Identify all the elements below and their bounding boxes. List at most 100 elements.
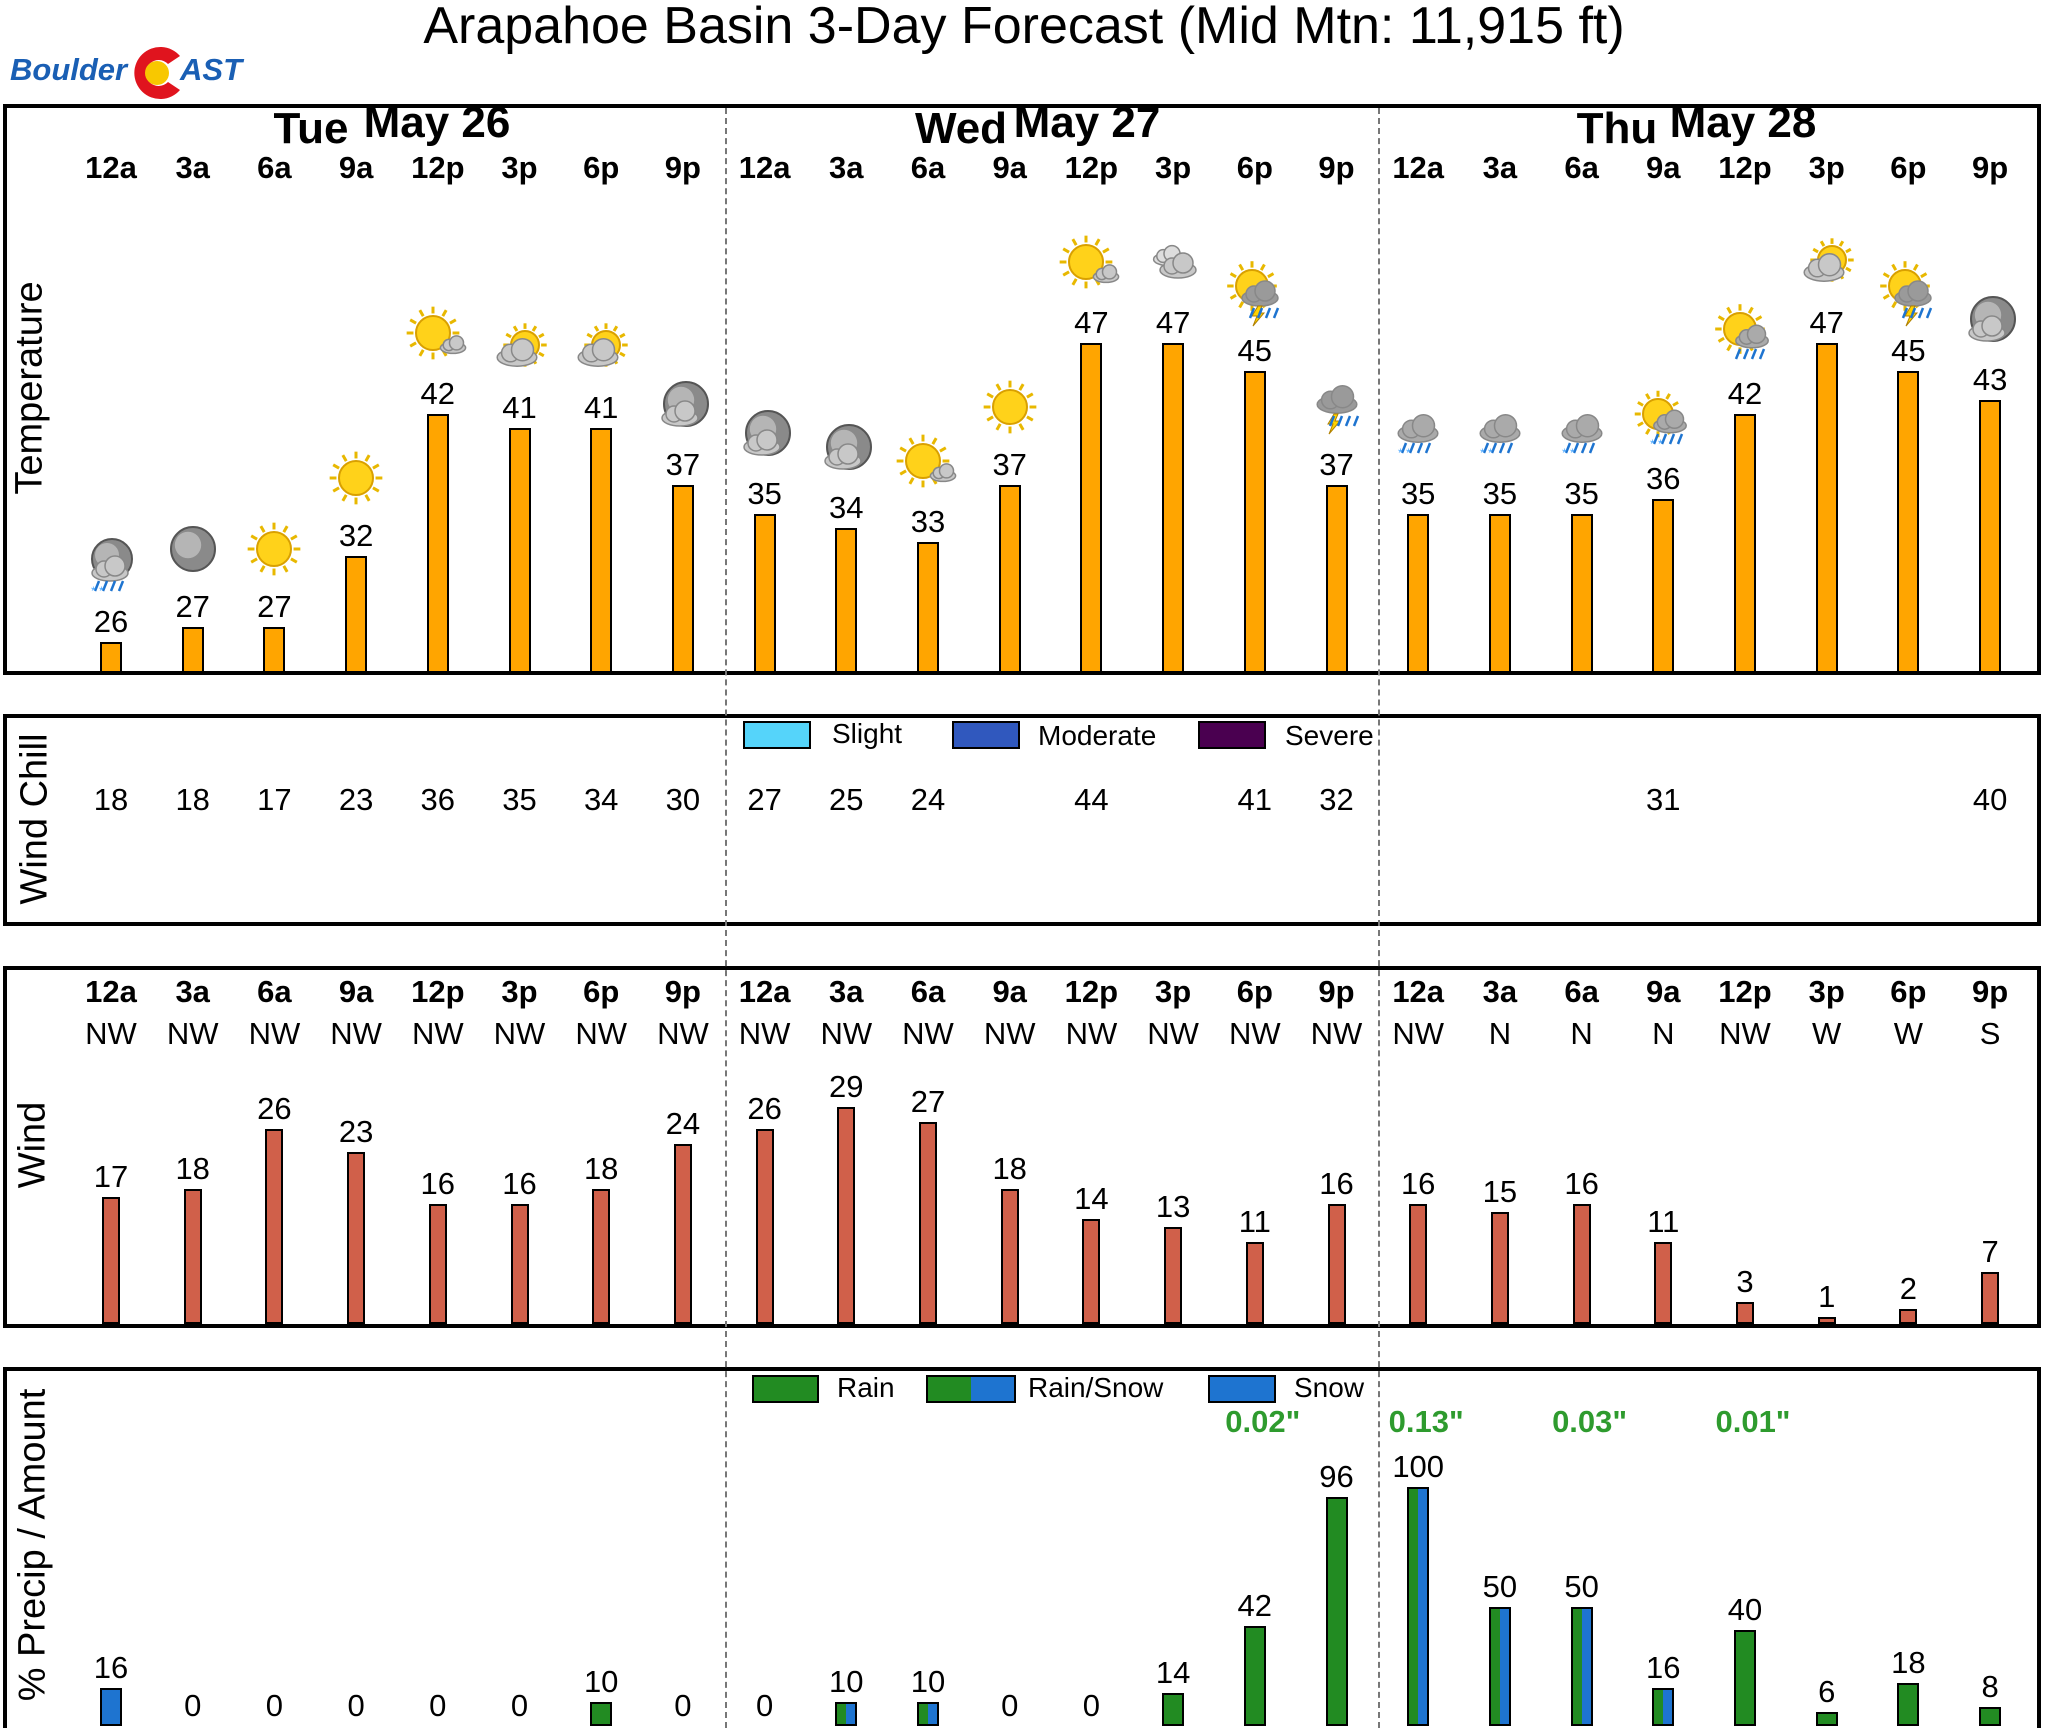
temperature-value-label: 42	[1727, 376, 1763, 411]
precip-percent-label: 14	[1155, 1654, 1191, 1690]
wind-speed-label: 14	[1074, 1181, 1109, 1216]
wind-hour-label: 12a	[85, 974, 137, 1009]
wind-hour-label: 3a	[1482, 974, 1518, 1009]
wind-speed-bar	[1736, 1301, 1754, 1324]
precip-axis-label: % Precip / Amount	[11, 1388, 54, 1702]
colorado-c-icon	[134, 47, 180, 99]
wind-hour-label: 6p	[1236, 974, 1273, 1009]
wind-hour-label: 3p	[1808, 974, 1845, 1009]
wind-speed-label: 23	[338, 1113, 374, 1149]
wind-hour-label: 3p	[501, 974, 538, 1009]
day-date: May 28	[1669, 98, 1817, 147]
temperature-bar	[1815, 342, 1838, 673]
night-cloudy-icon	[811, 415, 881, 485]
temperature-value-label: 47	[1809, 304, 1844, 340]
precip-panel	[3, 1367, 2041, 1728]
precip-bar	[1325, 1496, 1348, 1726]
precip-bar	[1407, 1487, 1430, 1726]
temperature-bar	[998, 485, 1021, 673]
precip-percent-label: 0	[510, 1688, 529, 1723]
wind-speed-bar	[1000, 1189, 1019, 1324]
night-clear-icon	[158, 514, 228, 584]
day-divider	[1378, 108, 1380, 1728]
wind-hour-label: 9p	[1318, 974, 1355, 1009]
wind-speed-bar	[1164, 1226, 1183, 1324]
wind-speed-label: 18	[992, 1151, 1027, 1186]
wind-direction-label: NW	[330, 1016, 382, 1051]
svg-text:* *: * *	[1398, 446, 1411, 460]
night-cloudy-icon	[730, 401, 800, 471]
wind-direction-label: W	[1893, 1016, 1924, 1051]
sun-rain-snow-icon: * *	[1628, 386, 1698, 456]
wind-speed-bar	[183, 1189, 202, 1324]
temperature-value-label: 33	[910, 504, 946, 540]
partly-cloudy-icon	[566, 315, 636, 385]
wind-direction-label: NW	[1065, 1016, 1118, 1051]
wind-hour-label: 3a	[829, 974, 864, 1009]
wind-chill-value: 32	[1319, 782, 1354, 817]
wind-hour-label: 9a	[338, 974, 374, 1009]
temperature-bar	[1897, 371, 1920, 673]
precip-amount-label: 0.03"	[1552, 1404, 1628, 1439]
wind-direction-label: NW	[1719, 1016, 1771, 1051]
wind-speed-bar	[1654, 1241, 1673, 1324]
wind-direction-label: N	[1652, 1016, 1675, 1051]
precip-bar	[1979, 1706, 2002, 1726]
wind-chill-value: 17	[257, 782, 292, 817]
precip-percent-label: 16	[93, 1649, 129, 1685]
wind-speed-label: 7	[1981, 1233, 1999, 1269]
wind-speed-bar	[1082, 1219, 1101, 1324]
temperature-bar	[345, 556, 368, 673]
temp-hour-label: 6a	[257, 150, 292, 185]
precip-bar	[1243, 1625, 1266, 1726]
legend-moderate-swatch	[952, 721, 1020, 749]
sunny-partly-cloudy-icon	[403, 301, 473, 371]
wind-direction-label: NW	[983, 1016, 1036, 1051]
day-name: Wed	[914, 104, 1008, 153]
precip-percent-label: 40	[1727, 1592, 1763, 1628]
precip-percent-label: 8	[1981, 1668, 1999, 1704]
precip-percent-label: 16	[1646, 1649, 1681, 1685]
temperature-value-label: 45	[1891, 333, 1926, 369]
temp-hour-label: 12p	[411, 150, 465, 185]
wind-speed-label: 1	[1818, 1278, 1836, 1314]
rain-snow-icon: * *	[1383, 401, 1453, 471]
sun-rain-icon	[1710, 301, 1780, 371]
wind-speed-label: 2	[1899, 1271, 1918, 1306]
temperature-value-label: 35	[747, 475, 782, 511]
precip-bar	[1734, 1630, 1756, 1726]
wind-chill-value: 36	[420, 782, 456, 817]
wind-hour-label: 6a	[910, 974, 946, 1009]
wind-speed-bar	[1245, 1241, 1264, 1324]
precip-percent-label: 0	[347, 1688, 365, 1723]
wind-speed-label: 17	[93, 1158, 129, 1194]
temperature-bar	[1652, 499, 1675, 673]
temperature-bar	[1734, 414, 1756, 673]
wind-speed-bar	[102, 1196, 120, 1324]
wind-speed-bar	[1327, 1204, 1346, 1324]
wind-direction-label: NW	[1392, 1016, 1445, 1051]
precip-percent-label: 0	[755, 1688, 774, 1723]
wind-speed-bar	[510, 1204, 529, 1324]
temperature-bar	[917, 542, 939, 673]
precip-bar	[1815, 1711, 1838, 1726]
precip-percent-label: 0	[184, 1688, 202, 1723]
wind-chill-value: 41	[1237, 782, 1273, 817]
temp-hour-label: 6p	[1236, 150, 1273, 185]
legend-slight-swatch	[743, 721, 811, 749]
day-divider	[725, 108, 727, 1728]
temperature-bar	[1979, 399, 2002, 673]
wind-speed-label: 16	[420, 1166, 456, 1201]
legend-rain-snow-swatch	[926, 1375, 1016, 1403]
cloudy-icon	[1138, 230, 1208, 300]
sunny-partly-cloudy-icon	[893, 429, 963, 499]
wind-speed-label: 24	[665, 1106, 701, 1141]
temperature-bar	[753, 513, 776, 673]
precip-bar	[590, 1702, 613, 1726]
temp-hour-label: 9a	[338, 150, 374, 185]
precip-percent-label: 6	[1818, 1673, 1836, 1709]
temperature-bar	[181, 627, 204, 673]
temperature-value-label: 32	[338, 518, 374, 554]
svg-text:* *: * *	[1480, 446, 1493, 460]
wind-direction-label: NW	[738, 1016, 791, 1051]
